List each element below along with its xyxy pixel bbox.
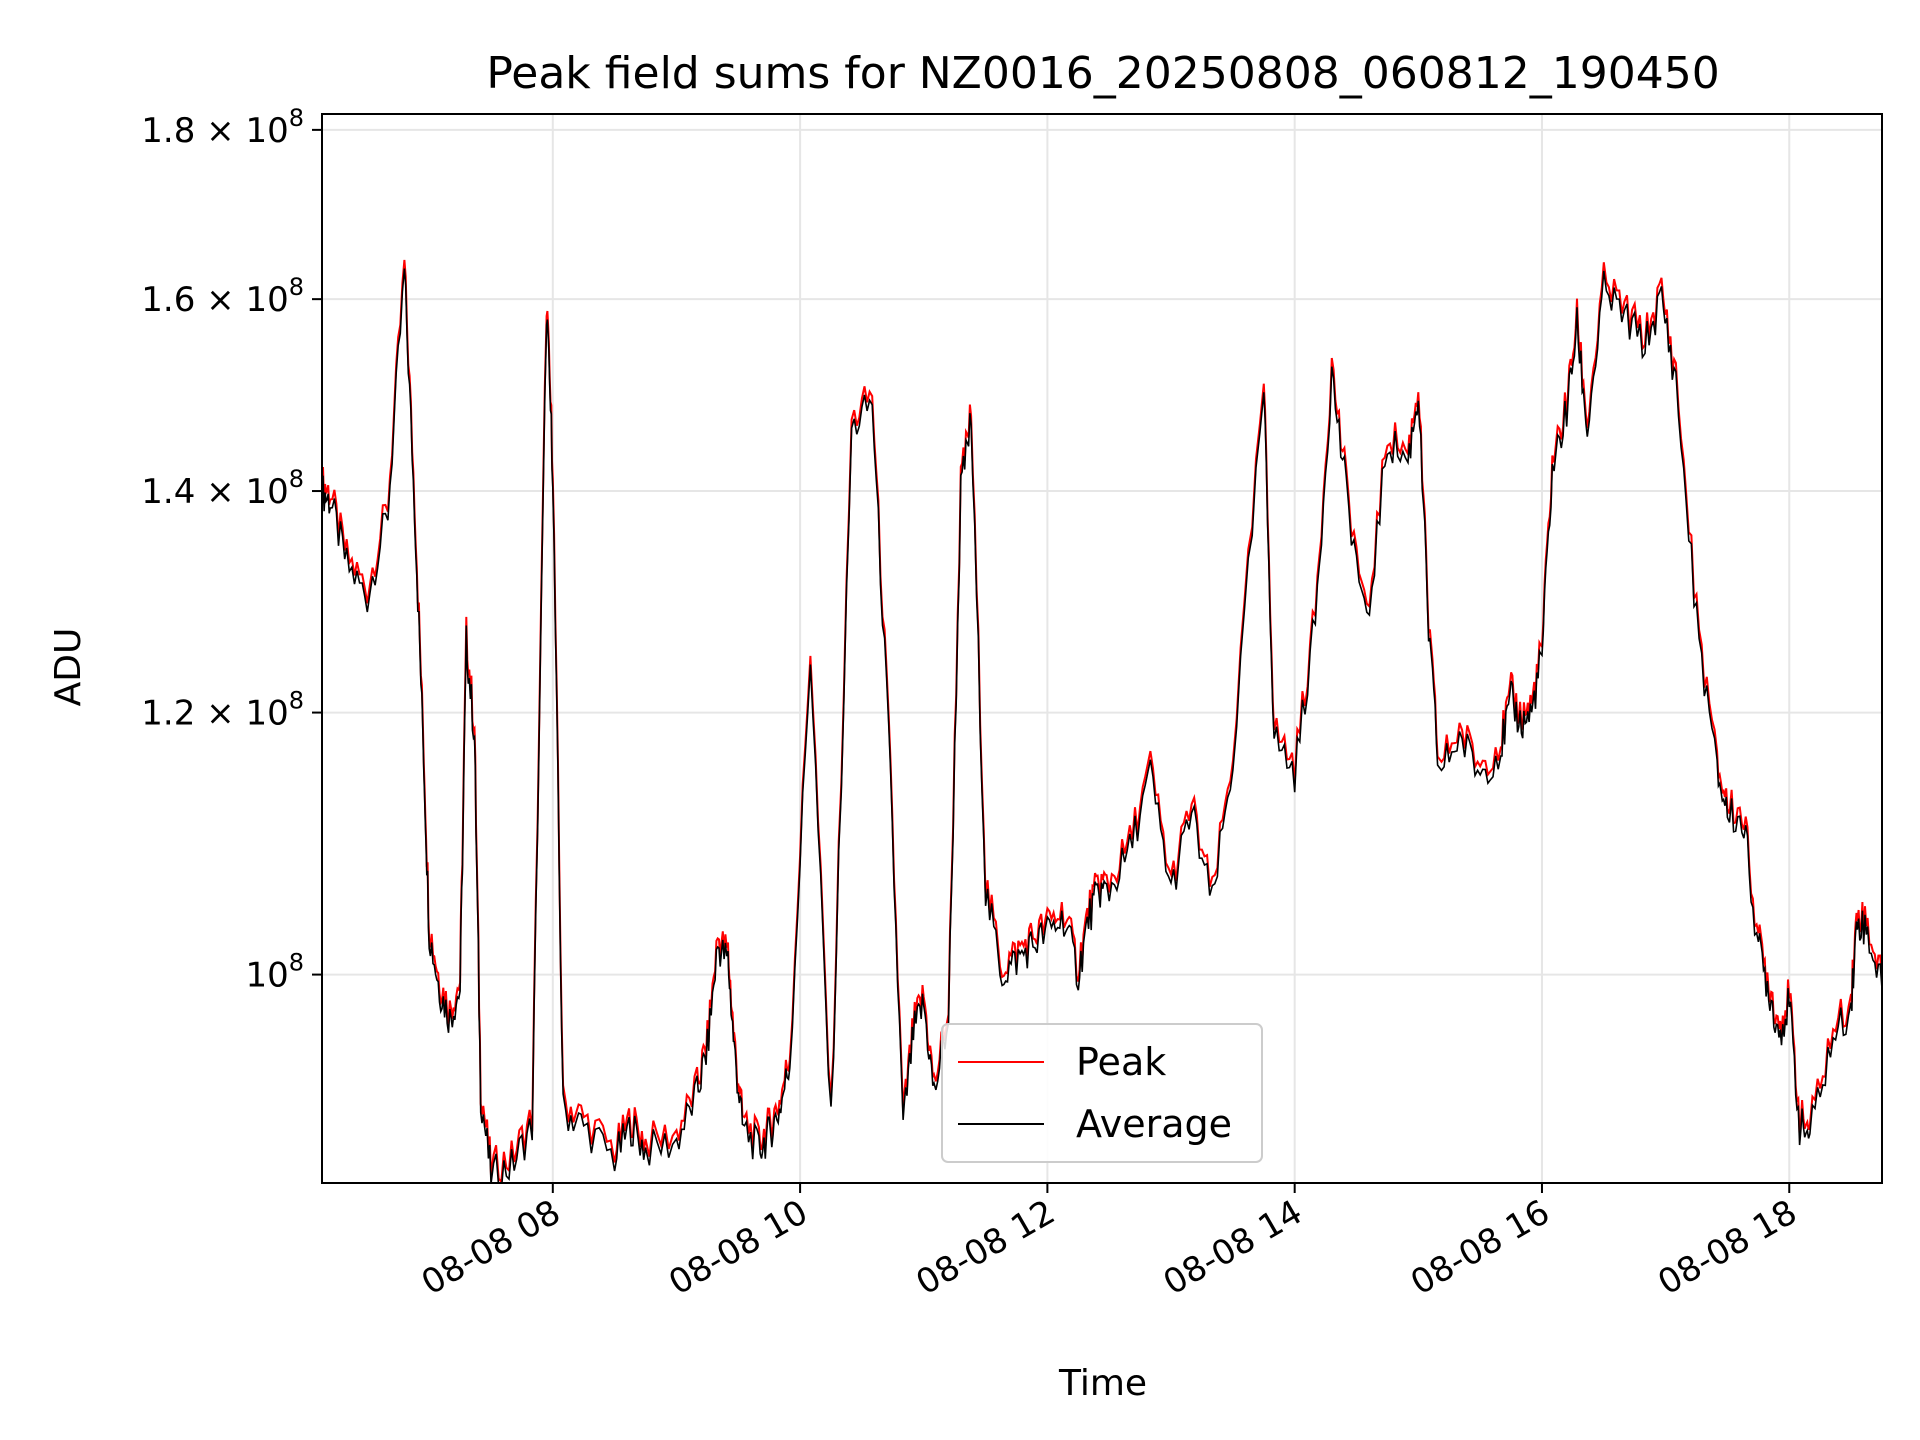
- series-lines: [322, 259, 1882, 1183]
- x-axis-label: Time: [1058, 1363, 1147, 1404]
- y-tick-label-exponent: 8: [289, 273, 304, 301]
- legend-peak-label: Peak: [1076, 1040, 1166, 1084]
- y-tick-label-exponent: 8: [289, 687, 304, 715]
- y-tick-label-base: 1.4 × 10: [141, 472, 288, 512]
- y-tick-label-exponent: 8: [289, 949, 304, 977]
- y-tick-label-base: 10: [245, 956, 288, 996]
- chart-title: Peak field sums for NZ0016_20250808_0608…: [486, 48, 1719, 99]
- series-line-average: [322, 268, 1882, 1183]
- y-tick-label-base: 1.2 × 10: [141, 694, 288, 734]
- x-tick-label: 08-08 14: [1157, 1192, 1309, 1303]
- legend-box: [941, 1023, 1263, 1163]
- plot-frame: [321, 113, 1883, 1184]
- y-tick-label-base: 1.6 × 10: [141, 280, 288, 320]
- y-tick-label: 1.6 × 108: [141, 273, 304, 320]
- y-tick-label-exponent: 8: [289, 465, 304, 493]
- y-tick-label: 1.2 × 108: [141, 687, 304, 734]
- x-tick-label: 08-08 12: [909, 1192, 1061, 1303]
- x-tick-label: 08-08 10: [662, 1192, 814, 1303]
- y-axis-label: ADU: [48, 628, 89, 707]
- y-tick-label-base: 1.8 × 10: [141, 111, 288, 151]
- x-tick-label: 08-08 08: [415, 1192, 567, 1303]
- legend-average-label: Average: [1076, 1102, 1232, 1146]
- x-axis-ticks: 08-08 08 08-08 10 08-08 12 08-08 14 08-08 16…: [415, 1183, 1804, 1303]
- y-tick-label-exponent: 8: [289, 104, 304, 132]
- y-tick-label: 1.8 × 108: [141, 104, 304, 151]
- x-tick-label: 08-08 16: [1404, 1192, 1556, 1303]
- x-tick-label: 08-08 18: [1651, 1192, 1803, 1303]
- y-tick-label: 1.4 × 108: [141, 465, 304, 512]
- y-tick-label: 108: [245, 949, 304, 996]
- legend: Peak Average: [941, 1023, 1263, 1163]
